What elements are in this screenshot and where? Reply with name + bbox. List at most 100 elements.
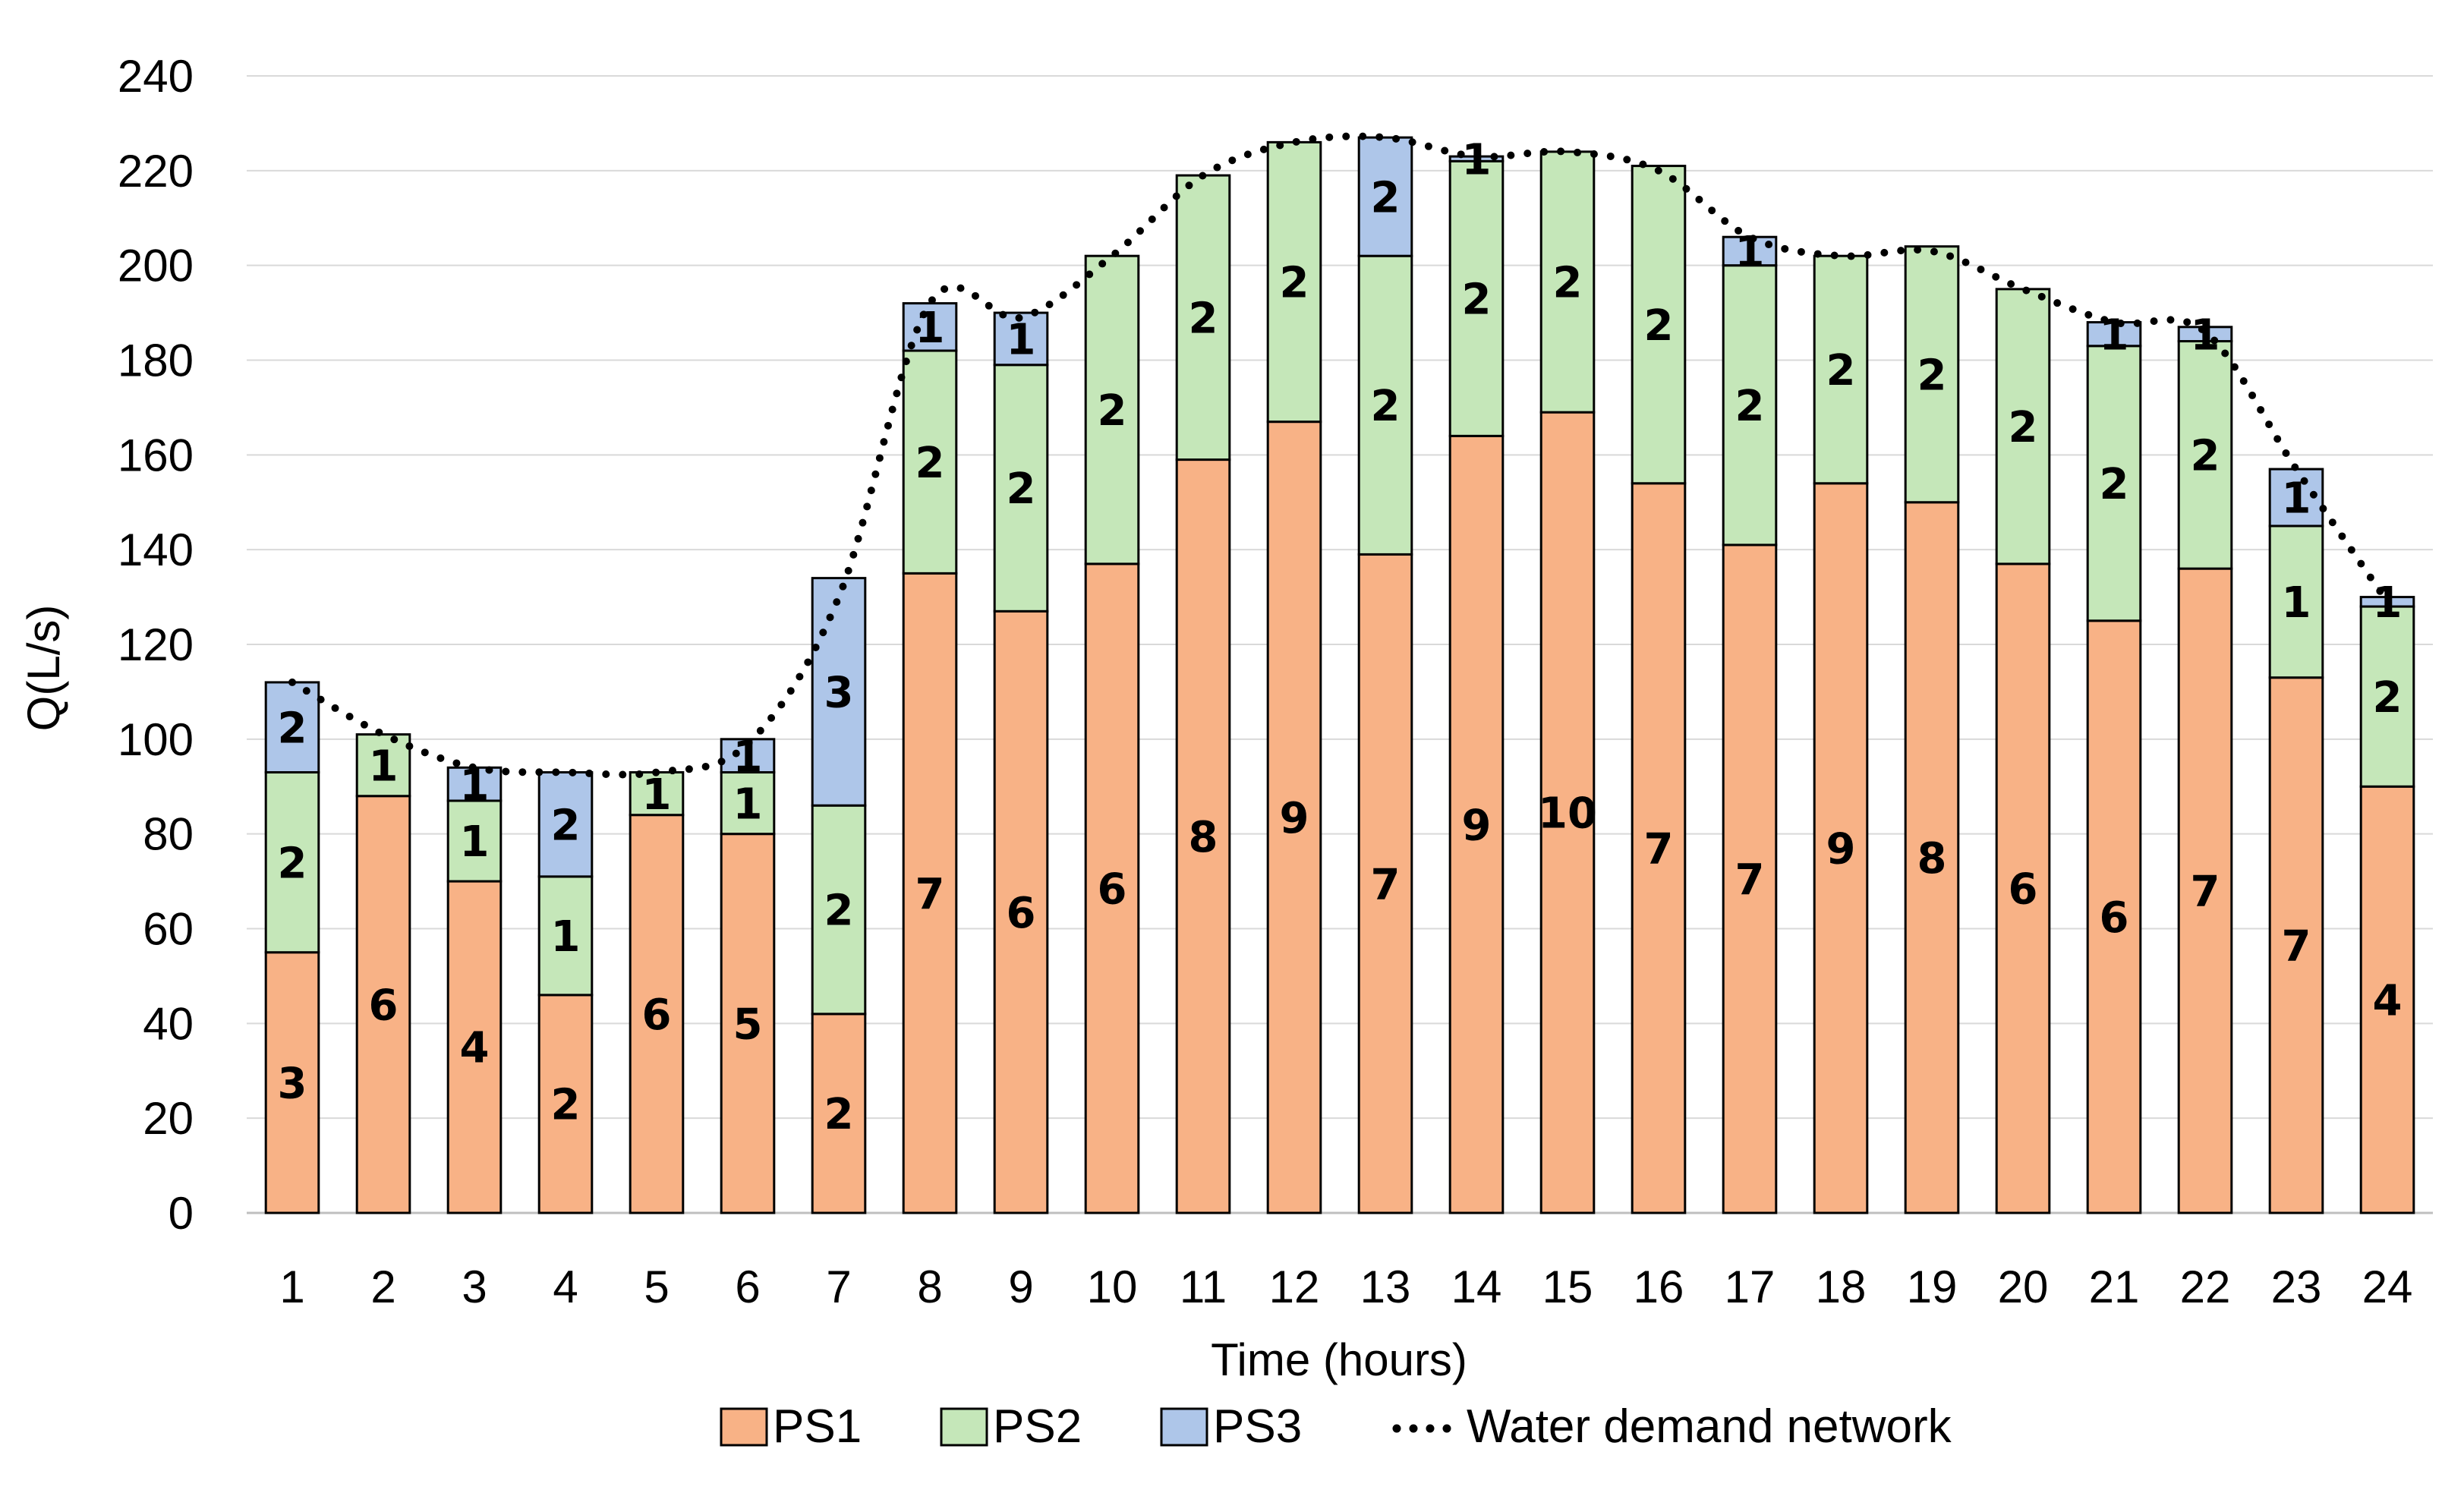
y-tick-label: 40 [143,998,194,1049]
bar-data-label: 1 [1007,316,1036,365]
bar-segment-ps1 [629,814,685,1214]
bar-segment-ps2 [1904,245,1960,504]
bar-data-label: 2 [2100,460,2129,509]
x-tick-label: 10 [1087,1261,1138,1312]
bar-segment-ps2 [1266,140,1322,424]
y-tick-label: 20 [143,1093,194,1144]
x-axis: 1 2 3 4 5 6 7 8 9 10 11 12 13 14 15 16 17 18 19 20 21 22 23 24 [279,1261,2412,1312]
x-tick-label: 7 [826,1261,851,1312]
y-tick-label: 120 [118,619,194,670]
bar-data-label: 8 [1189,813,1218,862]
gridlines [247,75,2433,1214]
bar-data-label: 7 [1371,860,1401,909]
bar-data-label: 2 [1007,465,1036,514]
x-tick-label: 19 [1907,1261,1958,1312]
bar-data-label: 1 [551,912,581,962]
bar-data-label: 7 [2282,922,2311,972]
bar-data-label: 2 [1371,382,1401,431]
bar-data-label: 3 [824,669,854,718]
bar-segment-ps3 [537,771,594,878]
y-tick-label: 180 [118,335,194,386]
bar-data-label: 1 [1735,228,1765,277]
x-tick-label: 21 [2089,1261,2140,1312]
bar-data-label: 1 [369,742,399,791]
demand-line-layer [288,132,2391,779]
legend: PS1 PS2 PS3 Water demand network [720,1400,1952,1453]
bar-segment-ps2 [1357,254,1413,556]
x-tick-label: 16 [1634,1261,1684,1312]
bar-segment-ps2 [537,875,594,997]
bar-data-label: 7 [1735,855,1765,905]
bar-segment-ps2 [1995,288,2051,565]
bar-data-label: 2 [824,1090,854,1139]
bar-data-label: 2 [1189,294,1218,343]
bar-segment-ps1 [1357,553,1413,1214]
bar-data-label: 2 [551,801,581,850]
bar-segment-ps2 [1722,264,1778,546]
y-tick-label: 240 [118,51,194,102]
x-tick-label: 24 [2362,1261,2413,1312]
y-axis: 0 20 40 60 80 100 120 140 160 180 200 220 240 [118,51,194,1239]
bar-segment-ps1 [355,795,411,1214]
x-tick-label: 1 [279,1261,304,1312]
bar-segment-ps2 [993,364,1049,613]
bar-segment-ps2 [902,349,958,575]
legend-swatch-ps2 [940,1407,988,1447]
x-tick-label: 15 [1542,1261,1593,1312]
x-tick-label: 6 [735,1261,760,1312]
bar-segment-ps2 [2177,340,2233,570]
bar-data-label: 2 [915,439,945,488]
y-tick-label: 60 [143,904,194,955]
bar-segment-ps1 [446,880,503,1214]
x-tick-label: 2 [370,1261,395,1312]
bar-data-label: 5 [733,1000,763,1049]
bar-segment-ps3 [446,766,503,802]
bar-segment-ps2 [355,733,411,798]
bar-data-label: 2 [1462,276,1492,325]
bar-segment-ps2 [446,799,503,883]
y-tick-label: 80 [143,809,194,860]
bar-data-label: 9 [1280,794,1309,843]
bar-data-label: 2 [1826,346,1856,395]
x-tick-label: 9 [1008,1261,1033,1312]
y-tick-label: 100 [118,714,194,765]
bar-data-label: 8 [1917,834,1947,884]
bar-data-label: 6 [1007,889,1036,938]
bar-segment-ps1 [537,994,594,1214]
bar-data-label: 7 [2191,868,2220,917]
bar-data-label: 4 [460,1024,490,1073]
bar-segment-ps2 [1539,150,1596,414]
legend-label: PS2 [993,1400,1082,1453]
bar-segment-ps1 [1631,482,1687,1214]
bar-data-label: 2 [1553,259,1583,308]
bar-data-label: 6 [2100,893,2129,943]
x-tick-label: 17 [1725,1261,1776,1312]
bar-data-label: 2 [1735,382,1765,431]
bar-data-label: 6 [1098,865,1127,915]
bar-segment-ps1 [1084,562,1140,1214]
bar-data-label: 4 [2373,976,2403,1025]
y-tick-label: 220 [118,146,194,197]
bar-segment-ps2 [720,771,776,836]
bar-data-label: 1 [2191,310,2220,360]
bar-segment-ps1 [902,572,958,1214]
bar-segment-ps3 [2086,321,2142,348]
bar-data-label: 2 [551,1081,581,1130]
legend-swatch-ps3 [1160,1407,1208,1447]
bar-data-label: 2 [2191,431,2220,480]
bar-segment-ps1 [1448,434,1505,1214]
bar-segment-ps1 [811,1013,867,1214]
bar-data-label: 2 [278,704,307,753]
x-axis-title: Time (hours) [1211,1334,1467,1385]
x-tick-label: 18 [1816,1261,1867,1312]
bar-data-label: 2 [2373,673,2403,723]
x-tick-label: 23 [2271,1261,2322,1312]
legend-label: PS3 [1213,1400,1302,1453]
bar-segment-ps1 [2268,676,2324,1214]
bar-data-label: 7 [915,870,945,919]
bar-segment-ps3 [993,311,1049,367]
bar-stacks [264,136,2415,1214]
bar-data-label: 1 [2373,578,2403,628]
bar-segment-ps2 [1813,254,1869,485]
